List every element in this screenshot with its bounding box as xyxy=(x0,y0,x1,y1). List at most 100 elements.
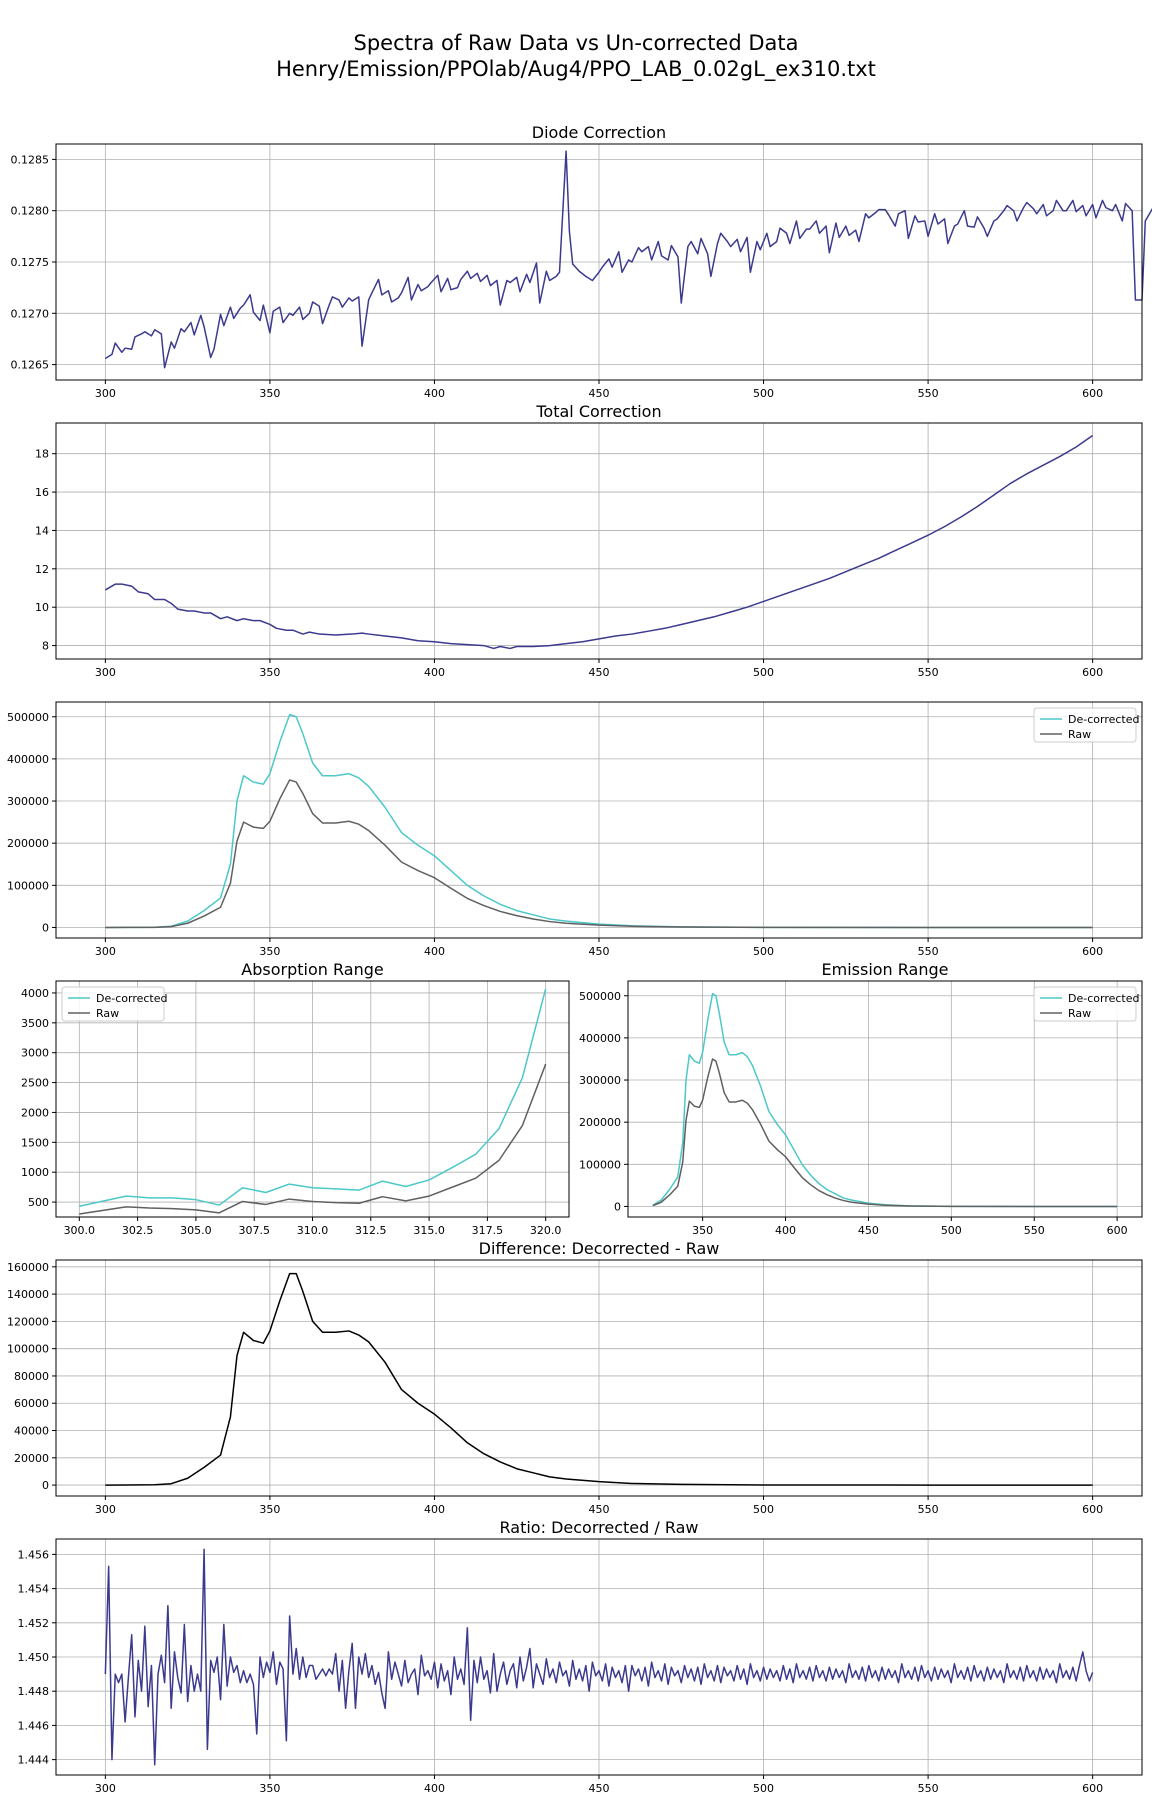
x-tick-label: 600 xyxy=(1082,1503,1103,1516)
x-tick-label: 312.5 xyxy=(355,1224,387,1237)
x-tick-label: 450 xyxy=(589,387,610,400)
x-tick-label: 550 xyxy=(918,387,939,400)
y-tick-label: 500000 xyxy=(7,711,49,724)
series-line-de-corrected xyxy=(105,713,1093,929)
series-line xyxy=(104,1548,1094,1766)
panel-difference: 300 350 400 450 500 550 600 0 20000 40000 60000 800… xyxy=(7,1239,1143,1516)
y-tick-label: 0.1275 xyxy=(11,256,50,269)
y-tick-label: 1500 xyxy=(21,1136,49,1149)
x-tick-label: 600 xyxy=(1082,387,1103,400)
x-tick-label: 300 xyxy=(95,387,116,400)
series-line-de-corrected xyxy=(652,992,1118,1208)
series-line xyxy=(104,150,1152,369)
x-tick-label: 550 xyxy=(1024,1224,1045,1237)
y-tick-label: 0 xyxy=(614,1200,621,1213)
y-tick-label: 100000 xyxy=(7,1343,49,1356)
x-tick-label: 500 xyxy=(753,945,774,958)
panel-title: Absorption Range xyxy=(241,960,383,979)
y-tick-label: 0.1270 xyxy=(11,307,50,320)
x-tick-label: 300 xyxy=(95,1782,116,1795)
x-tick-label: 307.5 xyxy=(238,1224,270,1237)
series-line-raw xyxy=(79,1063,547,1215)
y-tick-label: 0.1280 xyxy=(11,205,50,218)
panel-absorption: 300.0 302.5 305.0 307.5 310.0 312.5 315.0 317.5… xyxy=(21,960,570,1237)
x-tick-label: 300 xyxy=(95,666,116,679)
x-tick-label: 350 xyxy=(259,1503,280,1516)
x-tick-label: 317.5 xyxy=(472,1224,504,1237)
legend-label: De-corrected xyxy=(1068,992,1139,1005)
x-tick-label: 350 xyxy=(692,1224,713,1237)
y-tick-label: 140000 xyxy=(7,1288,49,1301)
y-tick-label: 500 xyxy=(28,1196,49,1209)
x-tick-label: 300 xyxy=(95,1503,116,1516)
series-line xyxy=(105,1272,1093,1486)
panel-title: Emission Range xyxy=(822,960,949,979)
axes-frame xyxy=(627,980,1143,1218)
panel-title: Ratio: Decorrected / Raw xyxy=(500,1518,699,1537)
x-tick-label: 450 xyxy=(589,1782,610,1795)
x-tick-label: 500 xyxy=(753,387,774,400)
y-tick-label: 300000 xyxy=(579,1074,621,1087)
y-tick-label: 1.450 xyxy=(18,1651,50,1664)
x-tick-label: 400 xyxy=(424,945,445,958)
y-tick-label: 60000 xyxy=(14,1397,49,1410)
y-tick-label: 40000 xyxy=(14,1425,49,1438)
y-tick-label: 0.1265 xyxy=(11,359,50,372)
y-tick-label: 2500 xyxy=(21,1077,49,1090)
x-tick-label: 320.0 xyxy=(530,1224,562,1237)
x-tick-label: 310.0 xyxy=(297,1224,329,1237)
y-tick-label: 400000 xyxy=(7,753,49,766)
legend-label: De-corrected xyxy=(96,992,167,1005)
y-tick-label: 120000 xyxy=(7,1315,49,1328)
y-tick-label: 200000 xyxy=(579,1116,621,1129)
y-tick-label: 3500 xyxy=(21,1017,49,1030)
x-tick-label: 350 xyxy=(259,387,280,400)
y-tick-label: 1.446 xyxy=(18,1719,50,1732)
x-tick-label: 400 xyxy=(424,666,445,679)
y-tick-label: 1.454 xyxy=(18,1583,50,1596)
x-tick-label: 450 xyxy=(589,666,610,679)
series-line-de-corrected xyxy=(79,988,547,1207)
y-tick-label: 160000 xyxy=(7,1261,49,1274)
panel-title: Diode Correction xyxy=(532,123,666,142)
x-tick-label: 500 xyxy=(753,1503,774,1516)
x-tick-label: 600 xyxy=(1082,666,1103,679)
y-tick-label: 0 xyxy=(42,1479,49,1492)
legend: De-corrected Raw xyxy=(1033,707,1139,743)
x-tick-label: 315.0 xyxy=(413,1224,445,1237)
x-tick-label: 550 xyxy=(918,945,939,958)
panel-full: 300 350 400 450 500 550 600 0 100000 200000 300000… xyxy=(7,701,1143,958)
x-tick-label: 500 xyxy=(753,1782,774,1795)
x-tick-label: 400 xyxy=(775,1224,796,1237)
series-line-raw xyxy=(652,1058,1118,1208)
x-tick-label: 550 xyxy=(918,1782,939,1795)
legend: De-corrected Raw xyxy=(1033,986,1139,1022)
series-line xyxy=(104,434,1094,650)
y-tick-label: 1.456 xyxy=(18,1548,50,1561)
x-tick-label: 350 xyxy=(259,1782,280,1795)
x-tick-label: 600 xyxy=(1082,945,1103,958)
y-tick-label: 12 xyxy=(35,563,49,576)
x-tick-label: 450 xyxy=(589,945,610,958)
y-tick-label: 1.452 xyxy=(18,1617,50,1630)
x-tick-label: 400 xyxy=(424,1782,445,1795)
panel-ratio: 300 350 400 450 500 550 600 1.444 1.446 1.448 1.45… xyxy=(18,1518,1143,1795)
y-tick-label: 300000 xyxy=(7,795,49,808)
y-tick-label: 20000 xyxy=(14,1452,49,1465)
y-tick-label: 16 xyxy=(35,486,49,499)
y-tick-label: 100000 xyxy=(7,879,49,892)
legend-label: Raw xyxy=(1068,1007,1091,1020)
panel-title: Total Correction xyxy=(535,402,661,421)
panel-title: Difference: Decorrected - Raw xyxy=(479,1239,720,1258)
y-tick-label: 14 xyxy=(35,524,49,537)
x-tick-label: 450 xyxy=(858,1224,879,1237)
figure-title-line1: Spectra of Raw Data vs Un-corrected Data xyxy=(353,31,799,55)
x-tick-label: 400 xyxy=(424,1503,445,1516)
x-tick-label: 300 xyxy=(95,945,116,958)
y-tick-label: 1.448 xyxy=(18,1685,50,1698)
figure-title-line2: Henry/Emission/PPOlab/Aug4/PPO_LAB_0.02g… xyxy=(276,57,876,81)
series-line-raw xyxy=(105,779,1093,929)
y-tick-label: 100000 xyxy=(579,1158,621,1171)
y-tick-label: 0.1285 xyxy=(11,153,50,166)
